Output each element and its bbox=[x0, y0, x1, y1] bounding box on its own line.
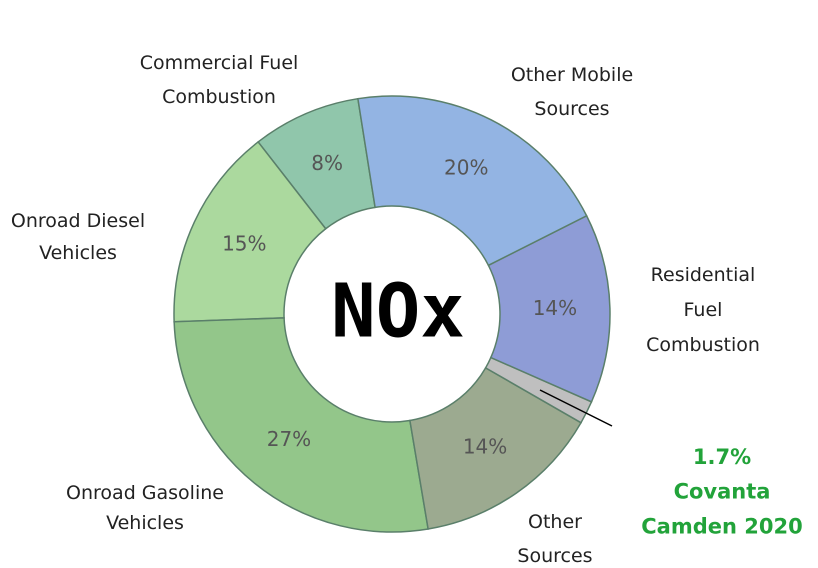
value-label: 15% bbox=[222, 232, 266, 256]
center-label: NOx bbox=[331, 269, 465, 355]
value-label: 20% bbox=[444, 155, 488, 179]
category-label: Onroad Gasoline Vehicles bbox=[66, 482, 224, 534]
donut-segment bbox=[357, 95, 588, 267]
value-label: 14% bbox=[533, 296, 577, 320]
value-label: 8% bbox=[311, 151, 343, 175]
donut-segment bbox=[487, 214, 611, 403]
value-label: 1.7% bbox=[693, 445, 751, 469]
leader-line bbox=[539, 389, 613, 427]
category-label: Other Sources bbox=[517, 511, 592, 567]
value-label: 27% bbox=[267, 427, 311, 451]
category-label: Residential Fuel Combustion bbox=[646, 264, 760, 356]
category-label: Other Mobile Sources bbox=[511, 64, 633, 120]
category-label: Onroad Diesel Vehicles bbox=[11, 210, 145, 264]
donut-segment bbox=[484, 356, 593, 424]
category-label: Commercial Fuel Combustion bbox=[140, 52, 299, 108]
value-label: 14% bbox=[463, 434, 507, 458]
donut-segment bbox=[409, 366, 582, 530]
donut-segment bbox=[173, 140, 327, 323]
donut-segment bbox=[173, 317, 430, 533]
category-label: Covanta Camden 2020 bbox=[641, 480, 802, 539]
